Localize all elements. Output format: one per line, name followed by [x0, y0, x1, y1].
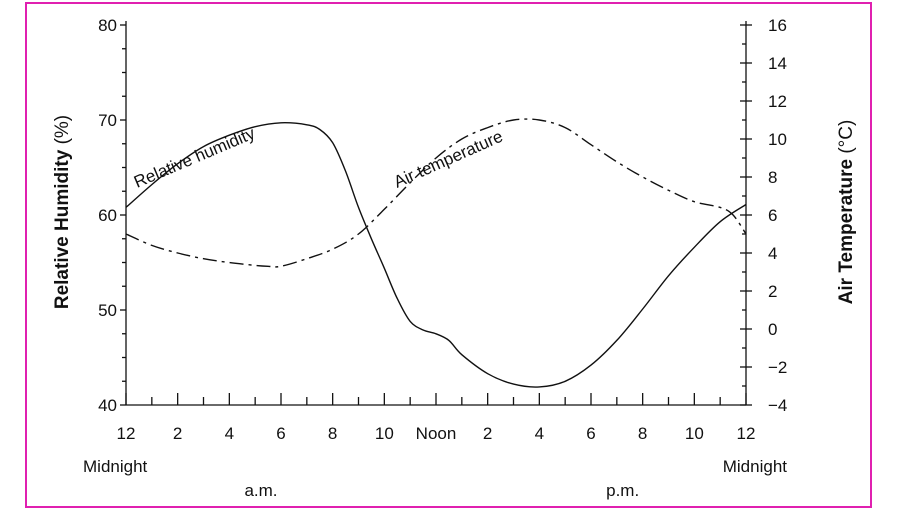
x-tick-label: 10 — [375, 424, 394, 443]
x-tick-label: 8 — [638, 424, 647, 443]
x-tick-label: Noon — [416, 424, 457, 443]
left-tick-label: 40 — [98, 396, 117, 415]
right-axis-title-main: Air Temperature — [836, 154, 857, 305]
right-tick-label: 2 — [768, 282, 777, 301]
left-tick-label: 50 — [98, 301, 117, 320]
right-tick-label: 12 — [768, 92, 787, 111]
left-axis-title-unit: (%) — [52, 115, 73, 145]
x-sub-label: Midnight — [723, 457, 788, 476]
x-tick-label: 4 — [535, 424, 544, 443]
x-tick-label: 8 — [328, 424, 337, 443]
left-axis-title: Relative Humidity (%) — [52, 115, 73, 309]
left-tick-label: 60 — [98, 206, 117, 225]
x-tick-label: 2 — [483, 424, 492, 443]
right-tick-label: 0 — [768, 320, 777, 339]
right-tick-label: 10 — [768, 130, 787, 149]
air-temperature-curve-label: Air temperature — [391, 127, 506, 192]
x-tick-label: 12 — [117, 424, 136, 443]
left-tick-label: 80 — [98, 16, 117, 35]
right-tick-label: 14 — [768, 54, 787, 73]
axes — [120, 21, 752, 406]
x-tick-label: 6 — [276, 424, 285, 443]
x-tick-label: 12 — [737, 424, 756, 443]
relative-humidity-line — [125, 122, 747, 388]
air-temperature-line — [125, 118, 747, 268]
right-tick-label: 8 — [768, 168, 777, 187]
x-period-label: a.m. — [244, 481, 277, 500]
right-axis-title: Air Temperature (°C) — [836, 120, 857, 305]
series-layer — [125, 118, 747, 388]
right-tick-label: 6 — [768, 206, 777, 225]
left-axis-title-main: Relative Humidity — [52, 144, 73, 309]
left-tick-label: 70 — [98, 111, 117, 130]
x-period-label: p.m. — [606, 481, 639, 500]
x-tick-label: 4 — [225, 424, 234, 443]
x-tick-label: 10 — [685, 424, 704, 443]
right-tick-label: 4 — [768, 244, 777, 263]
x-tick-label: 6 — [586, 424, 595, 443]
right-tick-label: −2 — [768, 358, 787, 377]
labels: 40 50 60 70 80 −4 −2 0 2 4 6 8 10 12 14 16 12 2 4 6 8 10 Noon 2… — [52, 16, 857, 500]
relative-humidity-curve-label: Relative humidity — [131, 123, 258, 191]
right-axis-title-unit: (°C) — [836, 120, 857, 154]
right-tick-label: 16 — [768, 16, 787, 35]
x-sub-label: Midnight — [83, 457, 148, 476]
right-tick-label: −4 — [768, 396, 787, 415]
chart-border — [25, 2, 872, 508]
x-tick-label: 2 — [173, 424, 182, 443]
